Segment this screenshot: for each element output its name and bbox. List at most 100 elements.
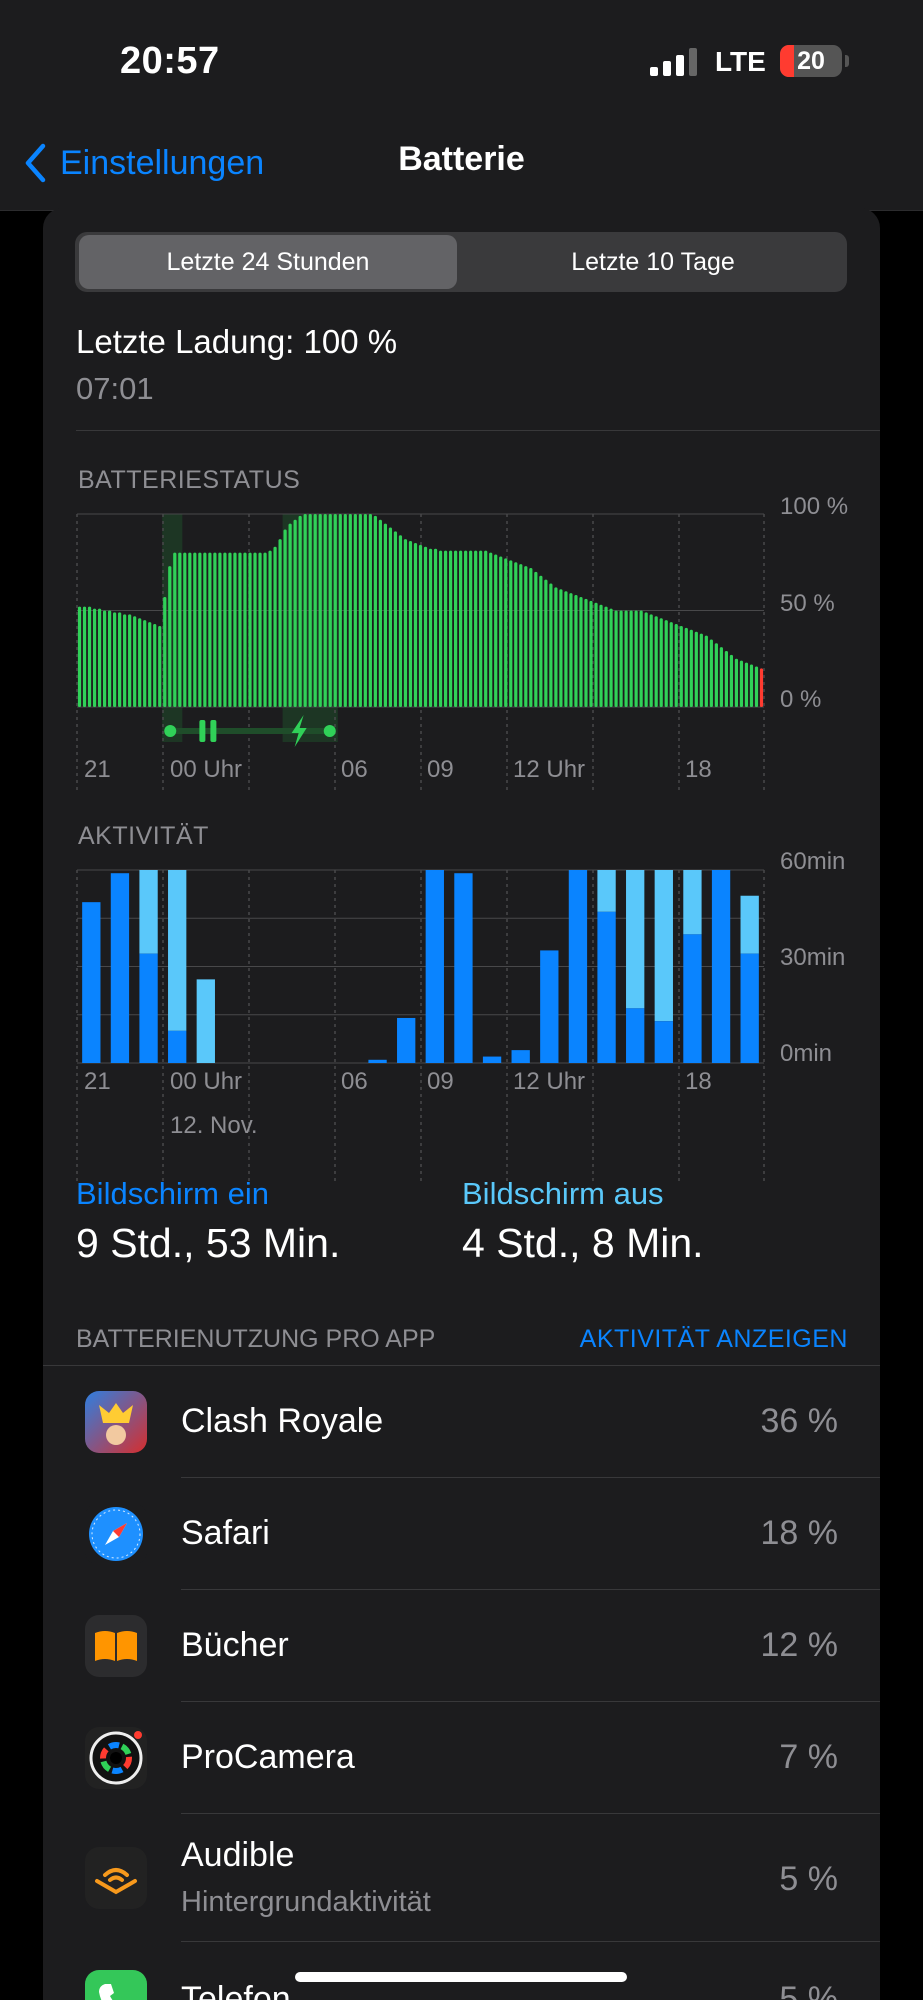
battery-x-tick: 18 (685, 756, 712, 783)
app-percent: 18 % (760, 1514, 839, 1552)
activity-x-tick: 00 Uhr (170, 1068, 243, 1095)
battery-bar (178, 552, 182, 707)
battery-bar (218, 552, 222, 707)
battery-bar (138, 618, 142, 707)
activity-bar-screen-on (425, 870, 444, 1063)
app-name: Safari (181, 1514, 270, 1552)
activity-bar-screen-on (597, 911, 616, 1063)
battery-bar (113, 612, 117, 707)
app-percent: 5 % (779, 1980, 838, 2000)
battery-y-tick: 0 % (780, 686, 822, 713)
battery-bar (438, 550, 443, 707)
activity-bar-screen-off (654, 870, 673, 1022)
battery-level-chart[interactable] (43, 498, 880, 792)
battery-bar (318, 514, 322, 707)
activity-bar-screen-on (110, 873, 130, 1063)
battery-bar (243, 552, 247, 707)
last-charge-label: Letzte Ladung: 100 % (76, 323, 398, 360)
battery-bar (649, 614, 653, 707)
battery-x-tick: 09 (427, 756, 454, 783)
battery-bar (258, 552, 262, 707)
battery-bar (288, 523, 292, 707)
pause-icon (210, 720, 217, 742)
battery-bar (594, 602, 598, 707)
battery-bar (499, 556, 503, 707)
show-activity-button[interactable]: AKTIVITÄT ANZEIGEN (579, 1325, 848, 1353)
battery-bar (293, 519, 297, 707)
battery-bar (163, 596, 167, 707)
battery-bar (604, 606, 608, 707)
row-divider (181, 1589, 880, 1590)
battery-bar (479, 550, 483, 707)
app-row-procamera[interactable]: ProCamera 7 % (43, 1702, 880, 1814)
back-button[interactable]: Einstellungen (24, 138, 264, 188)
row-divider (181, 1941, 880, 1942)
app-name: ProCamera (181, 1738, 355, 1776)
battery-bar (524, 566, 528, 707)
app-row-books[interactable]: Bücher 12 % (43, 1590, 880, 1702)
battery-bar (428, 548, 433, 707)
battery-bar (514, 562, 518, 707)
battery-bar (373, 515, 377, 707)
app-name: Audible (181, 1836, 295, 1874)
battery-bar (584, 598, 588, 707)
app-row-clash-royale[interactable]: Clash Royale 36 % (43, 1366, 880, 1478)
battery-bar (689, 629, 693, 707)
activity-x-tick: 09 (427, 1068, 454, 1095)
app-name: Telefon (181, 1980, 291, 2000)
activity-bar-screen-off (168, 870, 187, 1031)
battery-bar (353, 514, 357, 707)
battery-bar (203, 552, 207, 707)
signal-icon (650, 48, 697, 76)
battery-bar (158, 625, 162, 707)
activity-bar-screen-off (683, 870, 702, 935)
battery-bar (448, 550, 453, 707)
battery-bar (443, 550, 448, 707)
battery-bar (183, 552, 187, 707)
battery-bar (639, 610, 643, 707)
activity-chart[interactable] (43, 853, 880, 1185)
battery-bar (118, 612, 122, 707)
app-row-phone[interactable]: Telefon 5 % (43, 1942, 880, 2000)
back-label: Einstellungen (60, 143, 265, 182)
battery-bar (363, 514, 367, 707)
battery-bar (123, 614, 127, 707)
segment-last-10-days[interactable]: Letzte 10 Tage (571, 248, 735, 276)
screen-off-label: Bildschirm aus (462, 1176, 664, 1211)
app-percent: 12 % (760, 1626, 839, 1664)
battery-bar (393, 531, 398, 707)
battery-bar (709, 639, 713, 707)
battery-bar (383, 523, 388, 707)
activity-title: AKTIVITÄT (78, 822, 209, 850)
battery-x-tick: 12 Uhr (513, 756, 586, 783)
battery-bar (714, 643, 718, 707)
books-icon (85, 1615, 147, 1677)
battery-card: Letzte 24 Stunden Letzte 10 Tage Letzte … (43, 208, 880, 2000)
charging-end-dot (323, 725, 336, 737)
app-row-audible[interactable]: Audible Hintergrundaktivität 5 % (43, 1814, 880, 1942)
battery-bar (228, 552, 232, 707)
activity-bar-screen-on (740, 953, 759, 1063)
battery-bar (343, 514, 347, 707)
battery-bar (754, 666, 759, 707)
battery-bar (734, 658, 739, 707)
battery-bar (724, 651, 728, 707)
activity-bar-screen-on (568, 870, 588, 1063)
battery-status-title: BATTERIESTATUS (78, 466, 301, 494)
battery-level: 20 (797, 47, 825, 75)
battery-bar (629, 610, 633, 707)
battery-y-tick: 100 % (780, 493, 849, 520)
activity-bar-screen-on (626, 1008, 645, 1063)
procamera-icon (85, 1727, 147, 1789)
activity-bar-screen-off (597, 870, 616, 912)
battery-bar (97, 608, 102, 707)
network-label: LTE (715, 46, 766, 77)
app-name: Clash Royale (181, 1402, 384, 1440)
segment-last-24-hours[interactable]: Letzte 24 Stunden (79, 235, 457, 289)
battery-bar (704, 635, 708, 707)
home-indicator (295, 1972, 627, 1982)
app-row-safari[interactable]: Safari 18 % (43, 1478, 880, 1590)
battery-bar (233, 552, 237, 707)
battery-x-tick: 06 (341, 756, 368, 783)
battery-bar (298, 515, 302, 707)
